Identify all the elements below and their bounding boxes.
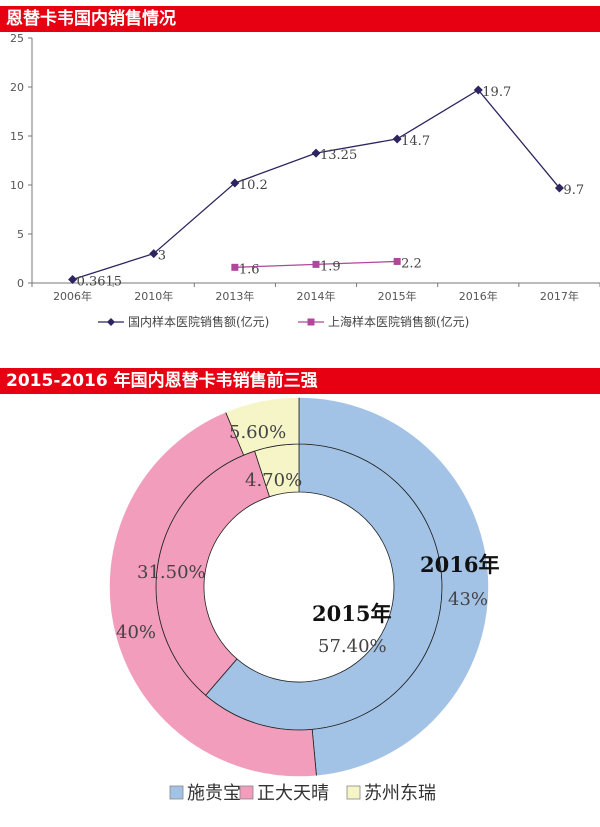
donut-slice-outer xyxy=(108,411,317,778)
data-label: 9.7 xyxy=(563,183,584,198)
slice-label: 31.50% xyxy=(137,562,206,583)
data-label: 3 xyxy=(158,249,166,264)
donut-slice-outer xyxy=(224,396,300,456)
x-tick-label: 2006年 xyxy=(53,289,92,303)
ring-label-2015: 2015年 xyxy=(312,601,391,626)
data-label: 1.9 xyxy=(320,259,341,274)
slice-label: 5.60% xyxy=(229,422,286,443)
donut-slice-inner xyxy=(205,443,443,731)
donut-outer-edge xyxy=(108,396,490,778)
y-tick-label: 5 xyxy=(17,228,24,241)
legend-label: 国内样本医院销售额(亿元) xyxy=(128,314,269,329)
data-point-marker xyxy=(311,148,321,158)
data-label: 2.2 xyxy=(401,256,422,271)
legend-swatch xyxy=(239,785,254,800)
legend-label: 上海样本医院销售额(亿元) xyxy=(328,314,469,329)
y-tick-label: 20 xyxy=(10,81,24,94)
data-point-marker xyxy=(149,249,159,259)
data-point-marker xyxy=(230,178,240,188)
donut-slice-inner xyxy=(155,450,271,696)
y-tick-label: 10 xyxy=(10,179,24,192)
legend-marker xyxy=(307,318,315,326)
data-point-marker xyxy=(392,134,402,144)
legend-marker xyxy=(107,318,115,326)
data-label: 10.2 xyxy=(239,178,268,193)
data-point-marker xyxy=(393,257,401,265)
data-point-marker xyxy=(554,183,564,193)
slice-label: 57.40% xyxy=(318,636,387,657)
legend-label: 施贵宝 xyxy=(187,783,241,804)
data-label: 13.25 xyxy=(320,148,357,163)
slice-label: 43% xyxy=(448,589,488,610)
data-label: 1.6 xyxy=(239,262,260,277)
slice-label: 40% xyxy=(116,622,156,643)
donut-slice-inner xyxy=(254,443,300,498)
data-point-marker xyxy=(312,260,320,268)
y-tick-label: 25 xyxy=(10,32,24,45)
line-chart: 0 5 10 15 20 25 2006年 2010年 2013年 2014年 2015年 2016年… xyxy=(10,32,600,329)
x-tick-label: 2014年 xyxy=(297,289,336,303)
legend-label: 正大天晴 xyxy=(257,783,329,804)
ring-label-2016: 2016年 xyxy=(420,552,499,577)
legend-label: 苏州东瑞 xyxy=(364,783,436,804)
data-point-marker xyxy=(473,85,483,95)
legend-swatch xyxy=(346,785,361,800)
donut-slice-outer xyxy=(298,396,490,777)
slice-label: 4.70% xyxy=(245,470,302,491)
data-label: 19.7 xyxy=(482,85,511,100)
y-tick-label: 0 xyxy=(17,277,24,290)
legend-swatch xyxy=(169,785,184,800)
data-point-marker xyxy=(68,274,78,284)
x-tick-label: 2017年 xyxy=(540,289,579,303)
x-tick-label: 2016年 xyxy=(459,289,498,303)
x-tick-label: 2013年 xyxy=(215,289,254,303)
y-tick-label: 15 xyxy=(10,130,24,143)
series-line-1 xyxy=(72,89,560,281)
data-label: 0.3615 xyxy=(77,274,123,289)
donut-chart-title-banner: 2015-2016 年国内恩替卡韦销售前三强 xyxy=(0,368,600,394)
x-tick-label: 2010年 xyxy=(134,289,173,303)
data-point-marker xyxy=(231,263,239,271)
x-tick-label: 2015年 xyxy=(378,289,417,303)
line-chart-title-banner: 恩替卡韦国内销售情况 xyxy=(0,6,600,32)
data-label: 14.7 xyxy=(401,134,430,149)
